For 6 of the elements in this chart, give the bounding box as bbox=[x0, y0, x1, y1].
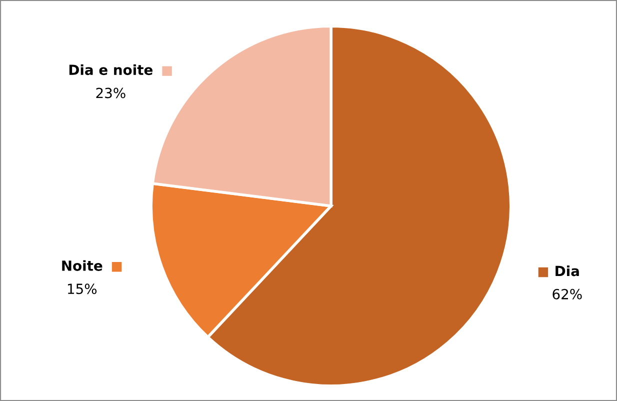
data-label: 15% bbox=[68, 284, 97, 294]
data-label: 23% bbox=[96, 88, 126, 98]
slice-label: Dia bbox=[556, 265, 579, 276]
data-label: 62% bbox=[552, 288, 582, 300]
legend-label: Noite bbox=[62, 260, 102, 271]
legend-label: Dia e noite bbox=[69, 64, 152, 76]
